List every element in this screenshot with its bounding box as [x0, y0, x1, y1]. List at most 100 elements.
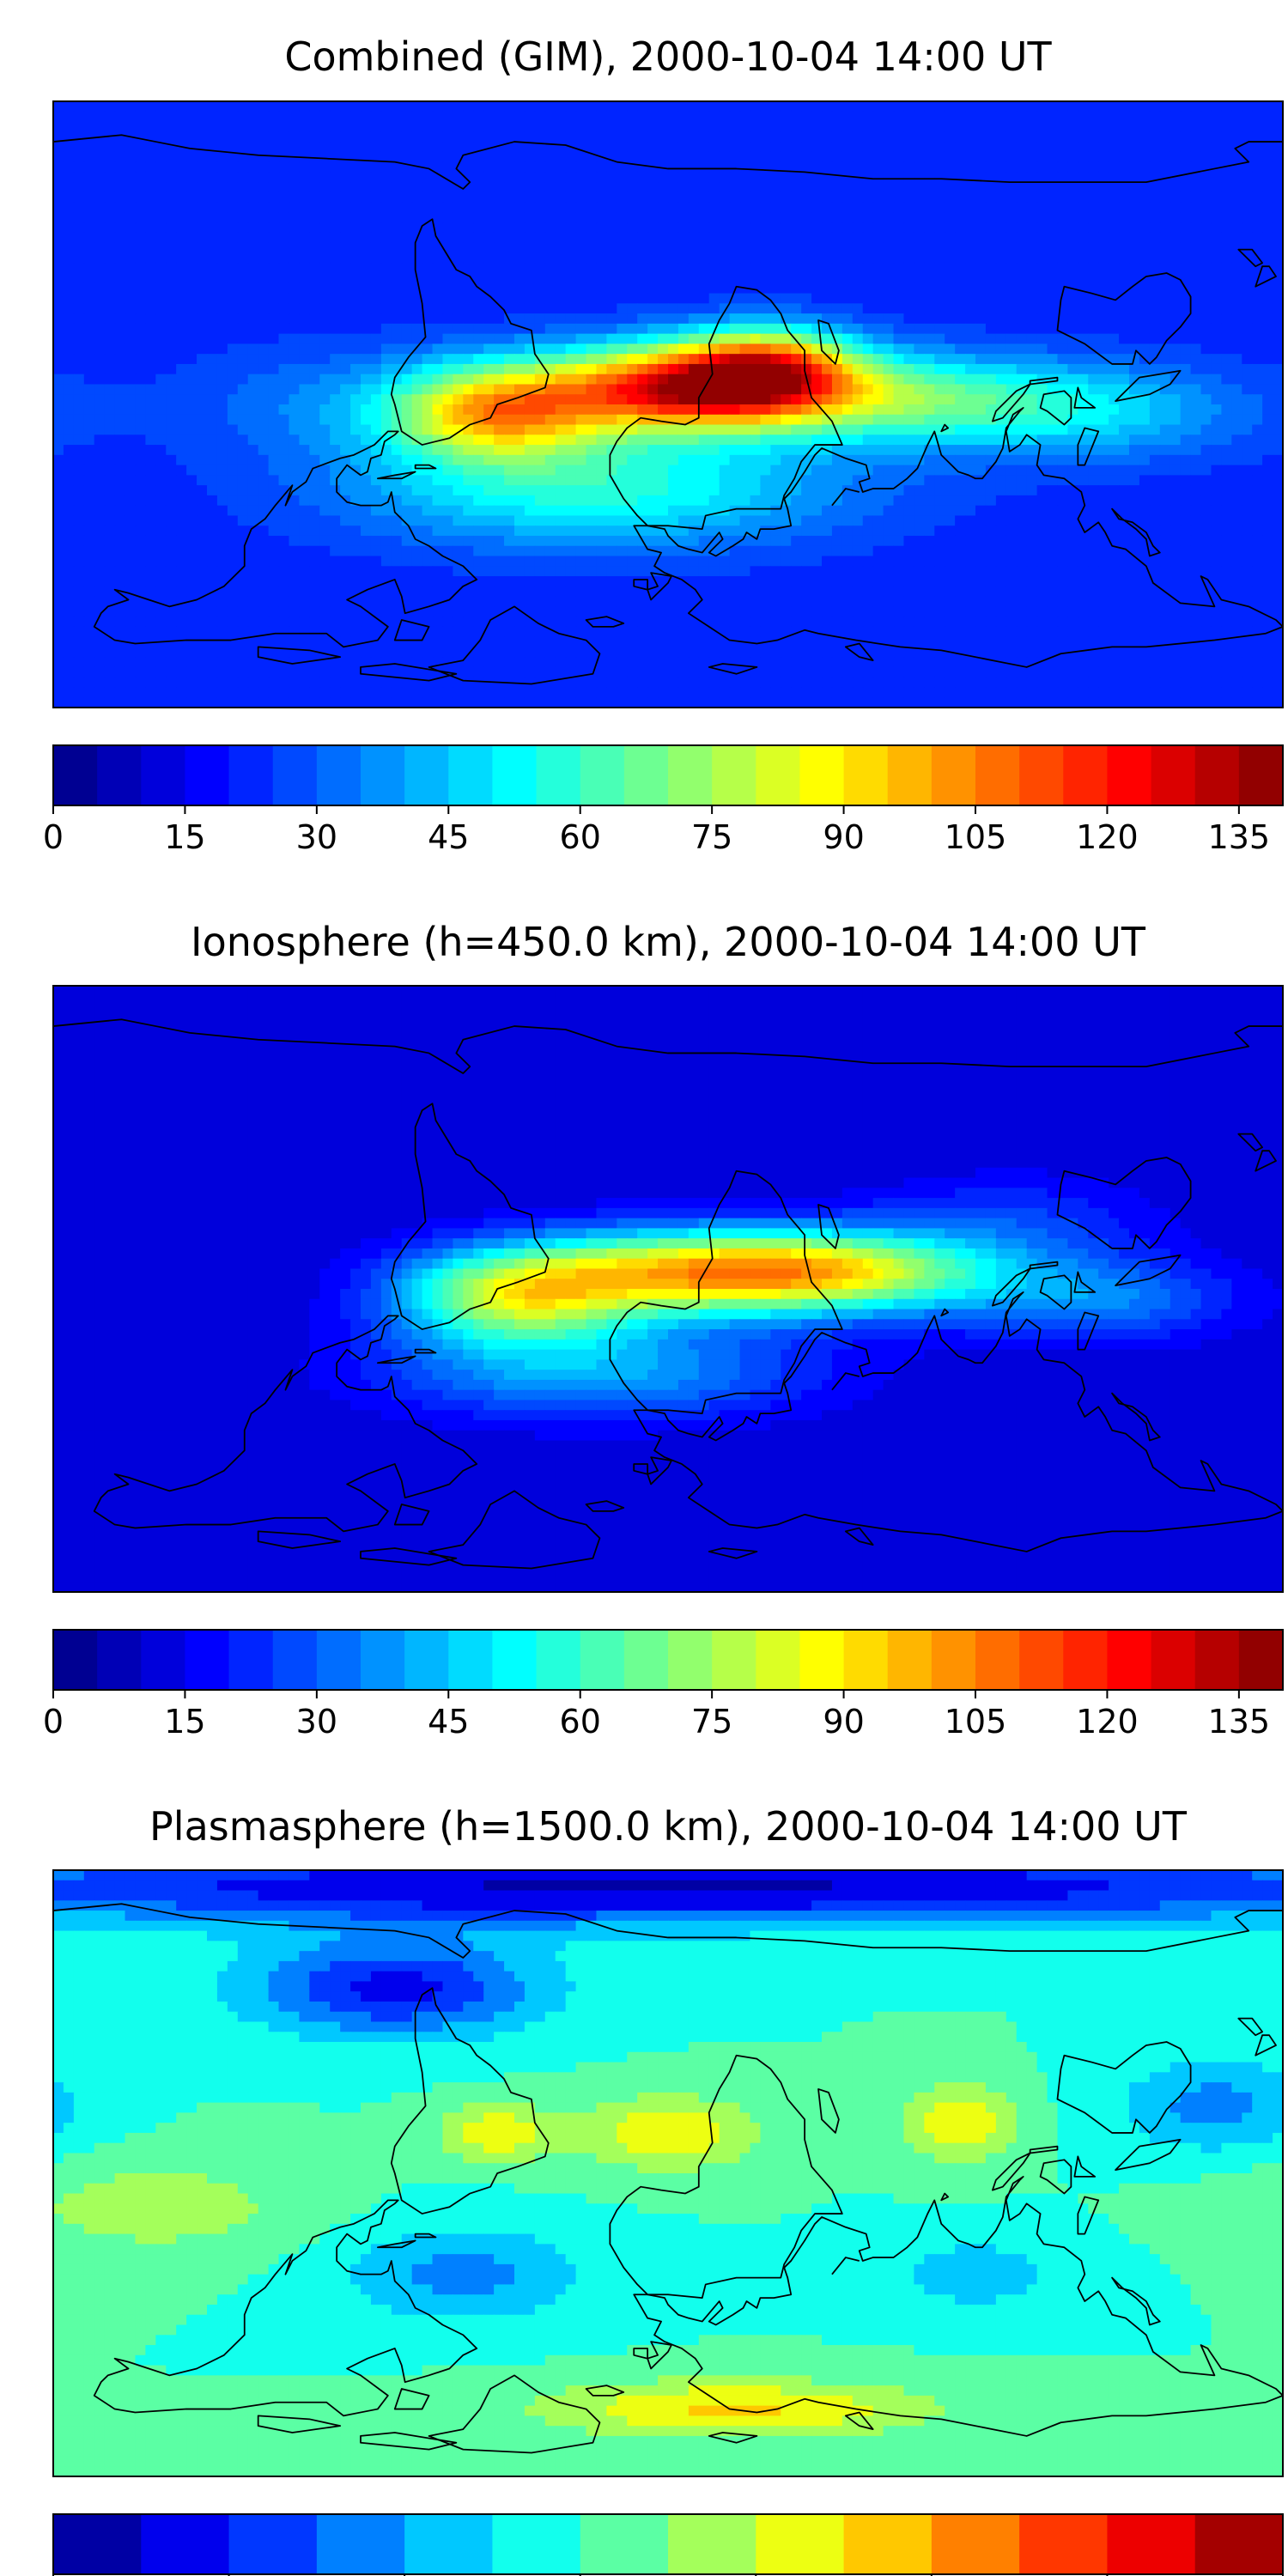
colorbar-frame	[52, 744, 1284, 806]
colorbar-segment	[843, 1630, 889, 1690]
colorbar-tick-label: 135	[1208, 818, 1271, 856]
colorbar: 0 15 30 45 60 75 90 105 120 135	[43, 1629, 1284, 1741]
colorbar-tick-label: 60	[560, 1703, 601, 1741]
colorbar-segment	[141, 1630, 185, 1690]
colorbar-tick-label: 15	[164, 818, 205, 856]
colorbar-segment	[756, 1630, 800, 1690]
colorbar-segment	[799, 1630, 845, 1690]
colorbar-frame	[52, 2513, 1284, 2575]
colorbar-segment	[492, 1630, 538, 1690]
colorbar-segment	[97, 1630, 142, 1690]
map-frame	[52, 1869, 1284, 2477]
colorbar-tick-label: 45	[428, 818, 469, 856]
colorbar-tick-label: 60	[560, 818, 601, 856]
panel-title: Combined (GIM), 2000-10-04 14:00 UT	[284, 33, 1052, 80]
colorbar-tick-label: 105	[945, 818, 1007, 856]
colorbar-tick-label: 15	[164, 1703, 205, 1741]
colorbar-tick-label: 90	[823, 1703, 864, 1741]
colorbar-segment	[141, 745, 185, 805]
map-canvas	[52, 1869, 1284, 2477]
colorbar-segment	[404, 1630, 449, 1690]
panel-ionosphere: Ionosphere (h=450.0 km), 2000-10-04 14:0…	[43, 919, 1284, 1741]
colorbar-frame	[52, 1629, 1284, 1691]
colorbar-segment	[536, 1630, 581, 1690]
colorbar-segment	[53, 2514, 142, 2574]
colorbar-segment	[580, 745, 625, 805]
colorbar-segment	[668, 2514, 756, 2574]
colorbar-tick-label: 75	[691, 1703, 732, 1741]
colorbar-segment	[623, 1630, 669, 1690]
colorbar-segment	[931, 2514, 1020, 2574]
colorbar-tick-label: 120	[1076, 818, 1139, 856]
colorbar-tick-label: 0	[43, 818, 64, 856]
colorbar-segment	[492, 745, 538, 805]
colorbar-segment	[1194, 2514, 1284, 2574]
colorbar-segment	[931, 745, 976, 805]
colorbar-segment	[799, 745, 845, 805]
colorbar-segment	[712, 745, 756, 805]
colorbar-segment	[141, 2514, 230, 2574]
colorbar-segment	[97, 745, 142, 805]
colorbar-segment	[1194, 745, 1240, 805]
colorbar-segment	[843, 2514, 933, 2574]
colorbar-segment	[1238, 745, 1284, 805]
colorbar-segment	[1063, 1630, 1108, 1690]
colorbar-tick-label: 105	[945, 1703, 1007, 1741]
colorbar-segment	[1194, 1630, 1240, 1690]
colorbar-segment	[185, 1630, 230, 1690]
colorbar-tick-label: 90	[823, 818, 864, 856]
colorbar: 0 15 30 45 60 75 90 105 120 135	[43, 744, 1284, 856]
colorbar-tick-label: 30	[296, 1703, 337, 1741]
colorbar-segment	[580, 1630, 625, 1690]
map-frame	[52, 985, 1284, 1593]
colorbar-segment	[53, 745, 98, 805]
colorbar-segment	[316, 2514, 405, 2574]
colorbar-segment	[448, 1630, 493, 1690]
colorbar-segment	[580, 2514, 669, 2574]
colorbar-segment	[316, 1630, 361, 1690]
colorbar-segment	[228, 2514, 318, 2574]
colorbar-segment	[623, 745, 669, 805]
colorbar-segment	[1107, 2514, 1196, 2574]
colorbar-segment	[1019, 745, 1064, 805]
colorbar-segment	[756, 745, 800, 805]
colorbar-segment	[404, 745, 449, 805]
colorbar-segment	[228, 745, 274, 805]
colorbar-segment	[492, 2514, 581, 2574]
colorbar-segment	[272, 1630, 318, 1690]
colorbar-segment	[1063, 745, 1108, 805]
colorbar-segment	[887, 1630, 933, 1690]
colorbar-segment	[1151, 1630, 1196, 1690]
panel-title: Ionosphere (h=450.0 km), 2000-10-04 14:0…	[191, 919, 1146, 965]
colorbar-segment	[536, 745, 581, 805]
contour-field	[53, 101, 1284, 708]
colorbar-segment	[668, 1630, 713, 1690]
map-canvas	[52, 100, 1284, 708]
colorbar-segment	[361, 745, 405, 805]
colorbar-segment	[316, 745, 361, 805]
colorbar-tick-label: 135	[1208, 1703, 1271, 1741]
colorbar-segment	[361, 1630, 405, 1690]
colorbar-segment	[185, 745, 230, 805]
colorbar-segment	[975, 1630, 1020, 1690]
colorbar-segment	[1019, 1630, 1064, 1690]
contour-field	[53, 1870, 1284, 2477]
colorbar-tick-label: 30	[296, 818, 337, 856]
colorbar-segment	[1151, 745, 1196, 805]
colorbar-segment	[843, 745, 889, 805]
colorbar-segment	[887, 745, 933, 805]
colorbar-tick-label: 75	[691, 818, 732, 856]
colorbar-segment	[756, 2514, 845, 2574]
colorbar-segment	[272, 745, 318, 805]
map-canvas	[52, 985, 1284, 1593]
colorbar-segment	[1107, 1630, 1152, 1690]
colorbar-tick-label: 45	[428, 1703, 469, 1741]
colorbar-segment	[712, 1630, 756, 1690]
colorbar-segment	[1238, 1630, 1284, 1690]
colorbar-segment	[975, 745, 1020, 805]
colorbar-segment	[668, 745, 713, 805]
colorbar-segment	[1019, 2514, 1108, 2574]
map-frame	[52, 100, 1284, 708]
contour-field	[53, 986, 1284, 1593]
